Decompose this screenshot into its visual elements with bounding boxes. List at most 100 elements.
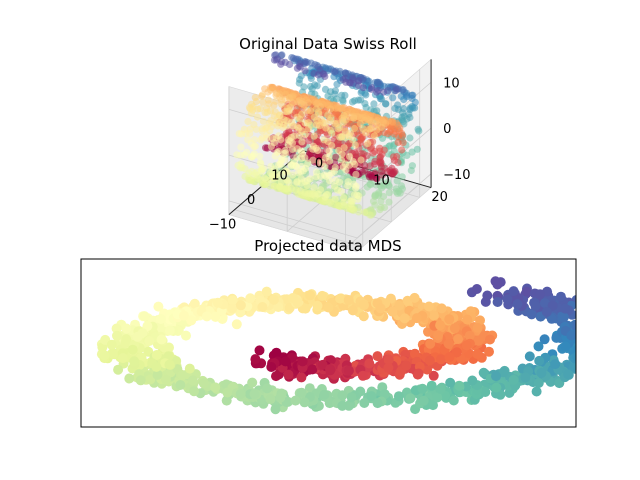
data-point xyxy=(252,125,260,133)
data-point xyxy=(361,208,369,216)
data-point xyxy=(409,348,420,359)
data-point xyxy=(592,324,602,334)
grid-line xyxy=(234,209,363,248)
data-point xyxy=(108,348,119,359)
data-point xyxy=(362,129,370,137)
data-point xyxy=(560,341,571,352)
data-point xyxy=(491,371,501,382)
data-point xyxy=(313,82,321,90)
data-point xyxy=(317,186,325,194)
data-point xyxy=(250,150,258,158)
data-point xyxy=(256,159,264,167)
data-point xyxy=(376,206,384,214)
data-point xyxy=(151,350,162,360)
data-point xyxy=(186,315,197,326)
data-point xyxy=(480,387,491,397)
y-tick-label: 10 xyxy=(373,173,390,188)
data-point xyxy=(106,339,117,350)
data-point xyxy=(347,197,356,205)
data-point xyxy=(283,176,291,184)
z-tick-label: 10 xyxy=(443,76,460,91)
data-point xyxy=(271,347,282,358)
data-point xyxy=(356,119,364,128)
data-point xyxy=(189,298,200,309)
data-point xyxy=(566,330,576,341)
data-point xyxy=(443,338,454,349)
data-point xyxy=(179,310,189,321)
data-point xyxy=(413,368,424,379)
data-point xyxy=(263,134,271,142)
data-point xyxy=(316,122,324,130)
swiss-roll-title: Original Data Swiss Roll xyxy=(239,35,417,53)
data-point xyxy=(472,349,483,359)
data-point xyxy=(418,395,429,406)
data-point xyxy=(392,87,400,95)
data-point xyxy=(590,318,600,328)
data-point xyxy=(144,336,155,346)
data-point xyxy=(337,400,348,411)
data-point xyxy=(398,146,406,154)
data-point xyxy=(389,94,397,102)
data-point xyxy=(370,132,378,140)
data-point xyxy=(335,293,346,304)
data-point xyxy=(261,174,269,182)
data-point xyxy=(155,314,166,324)
data-point xyxy=(152,369,163,380)
data-point xyxy=(403,151,411,159)
data-point xyxy=(358,311,369,322)
data-point xyxy=(586,320,596,330)
data-point xyxy=(363,183,371,191)
data-point xyxy=(301,67,309,75)
data-point xyxy=(382,100,390,108)
data-point xyxy=(471,284,482,294)
data-point xyxy=(286,60,294,69)
data-point xyxy=(588,336,598,346)
data-point xyxy=(590,333,600,343)
data-point xyxy=(576,316,586,326)
data-point xyxy=(587,340,597,350)
mds-points xyxy=(96,276,602,415)
data-point xyxy=(338,105,346,113)
data-point xyxy=(343,295,354,305)
data-point xyxy=(414,125,422,133)
data-point xyxy=(373,107,381,115)
data-point xyxy=(589,345,599,355)
data-point xyxy=(296,372,307,383)
data-point xyxy=(394,300,405,311)
data-point xyxy=(317,290,328,301)
data-point xyxy=(435,383,446,394)
data-point xyxy=(578,302,588,312)
data-point xyxy=(373,88,381,96)
data-point xyxy=(259,117,267,125)
data-point xyxy=(575,316,576,319)
x-tick-label: 0 xyxy=(247,193,255,208)
data-point xyxy=(355,192,363,200)
data-point xyxy=(373,78,382,86)
data-point xyxy=(321,162,329,170)
data-point xyxy=(242,148,251,156)
swiss-roll-points xyxy=(233,51,423,219)
data-point xyxy=(277,178,285,186)
data-point xyxy=(539,334,550,345)
data-point xyxy=(189,386,199,397)
data-point xyxy=(331,195,339,203)
data-point xyxy=(347,305,358,316)
mds-plot-frame xyxy=(80,258,577,428)
data-point xyxy=(265,394,276,405)
data-point xyxy=(546,313,557,324)
data-point xyxy=(366,211,374,219)
data-point xyxy=(583,311,593,321)
data-point xyxy=(398,173,406,181)
data-point xyxy=(264,88,272,96)
data-point xyxy=(278,100,286,108)
data-point xyxy=(584,354,594,364)
data-point xyxy=(341,133,349,142)
data-point xyxy=(393,177,401,185)
data-point xyxy=(590,313,600,323)
data-point xyxy=(383,362,394,373)
data-point xyxy=(575,323,576,327)
data-point xyxy=(269,294,279,305)
data-point xyxy=(288,139,297,147)
data-point xyxy=(364,140,372,148)
data-point xyxy=(299,397,310,408)
